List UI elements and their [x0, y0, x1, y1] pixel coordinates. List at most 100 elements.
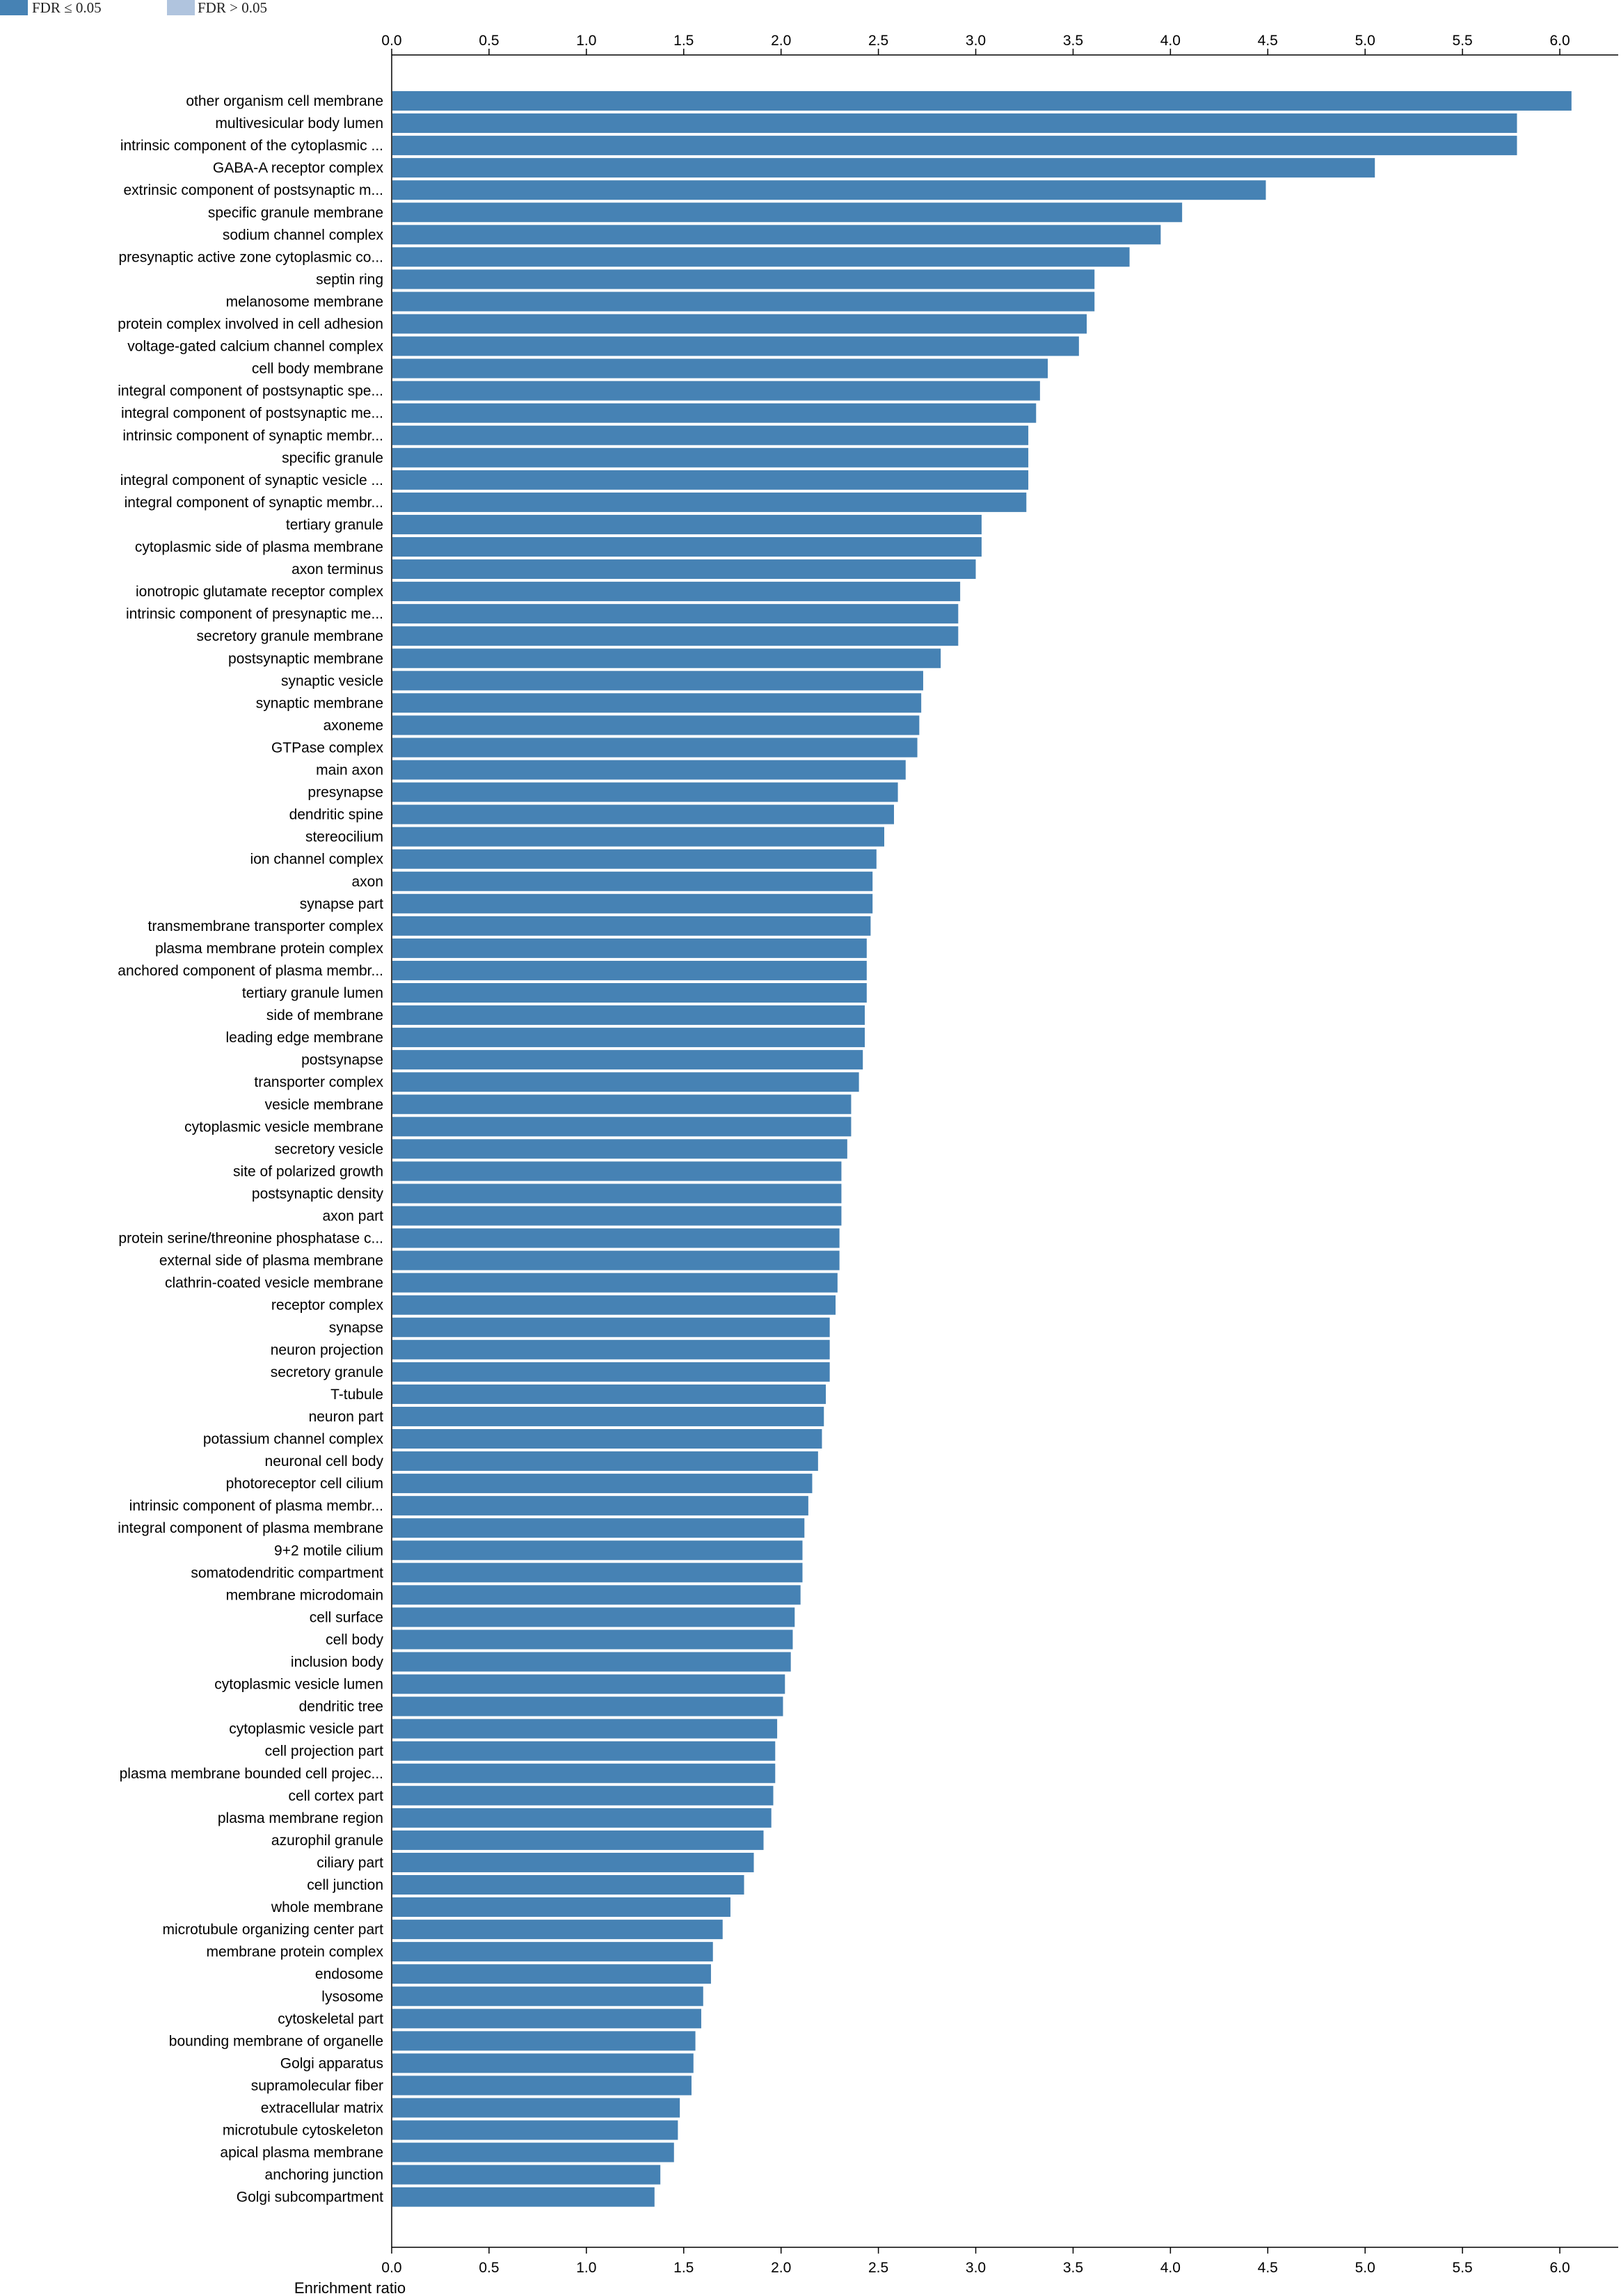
category-label-46: cytoplasmic vesicle membrane [184, 1119, 383, 1135]
category-label-93: anchoring junction [265, 2167, 383, 2183]
category-label-43: postsynapse [301, 1052, 383, 1068]
bar-2 [392, 136, 1517, 156]
category-labels: other organism cell membrane multivesicul… [118, 93, 383, 2206]
category-label-82: microtubule organizing center part [162, 1922, 383, 1938]
bar-1 [392, 113, 1517, 134]
bottom-tick-label-7: 3.5 [1063, 2260, 1083, 2276]
bar-23 [392, 604, 959, 624]
bar-5 [392, 202, 1183, 223]
category-label-45: vesicle membrane [265, 1097, 383, 1113]
category-label-12: cell body membrane [252, 361, 383, 377]
category-label-17: integral component of synaptic vesicle .… [120, 472, 383, 488]
category-label-92: apical plasma membrane [220, 2145, 383, 2161]
legend-swatch-1 [167, 0, 195, 15]
bar-69 [392, 1629, 793, 1650]
bar-79 [392, 1852, 754, 1872]
category-label-31: presynapse [308, 785, 383, 801]
category-label-40: tertiary granule lumen [242, 985, 383, 1001]
bar-29 [392, 738, 918, 758]
bar-31 [392, 782, 898, 802]
bar-73 [392, 1719, 778, 1739]
top-tick-label-11: 5.5 [1453, 33, 1473, 49]
bar-22 [392, 582, 961, 602]
bar-46 [392, 1117, 852, 1137]
category-label-80: cell junction [307, 1877, 383, 1893]
bar-24 [392, 626, 959, 646]
bar-38 [392, 938, 867, 958]
bar-10 [392, 314, 1087, 334]
category-label-6: sodium channel complex [223, 227, 384, 243]
bar-25 [392, 648, 941, 669]
category-label-21: axon terminus [292, 561, 383, 577]
category-label-86: cytoskeletal part [278, 2011, 383, 2027]
bar-55 [392, 1317, 830, 1337]
category-label-9: melanosome membrane [226, 294, 383, 310]
bar-78 [392, 1830, 764, 1850]
top-tick-label-1: 0.5 [479, 33, 499, 49]
category-label-1: multivesicular body lumen [215, 115, 383, 131]
category-label-41: side of membrane [266, 1007, 383, 1023]
category-label-69: cell body [326, 1632, 383, 1648]
bar-49 [392, 1183, 842, 1204]
top-tick-label-8: 4.0 [1160, 33, 1181, 49]
top-tick-label-7: 3.5 [1063, 33, 1083, 49]
bar-4 [392, 180, 1266, 200]
category-label-36: synapse part [300, 896, 383, 912]
top-tick-label-3: 1.5 [673, 33, 694, 49]
bar-82 [392, 1920, 723, 1940]
category-label-0: other organism cell membrane [186, 93, 383, 109]
bar-26 [392, 671, 923, 691]
bar-56 [392, 1339, 830, 1360]
category-label-52: external side of plasma membrane [159, 1253, 383, 1269]
bottom-tick-label-3: 1.5 [673, 2260, 694, 2276]
bottom-tick-label-4: 2.0 [771, 2260, 791, 2276]
bar-67 [392, 1585, 801, 1605]
bar-71 [392, 1674, 785, 1694]
bar-51 [392, 1228, 840, 1248]
bar-37 [392, 916, 871, 936]
bottom-tick-label-0: 0.0 [381, 2260, 401, 2276]
bottom-tick-label-10: 5.0 [1355, 2260, 1375, 2276]
bar-15 [392, 425, 1029, 445]
category-label-65: 9+2 motile cilium [274, 1542, 383, 1558]
bar-90 [392, 2098, 680, 2118]
bottom-tick-label-5: 2.5 [868, 2260, 888, 2276]
bar-70 [392, 1652, 791, 1672]
category-label-5: specific granule membrane [208, 205, 383, 221]
top-tick-label-9: 4.5 [1258, 33, 1278, 49]
category-label-35: axon [351, 874, 383, 890]
bar-64 [392, 1518, 805, 1538]
category-label-71: cytoplasmic vesicle lumen [214, 1677, 383, 1693]
bar-81 [392, 1897, 730, 1918]
top-tick-label-12: 6.0 [1549, 33, 1570, 49]
bar-40 [392, 983, 867, 1003]
top-tick-label-10: 5.0 [1355, 33, 1375, 49]
top-tick-label-4: 2.0 [771, 33, 791, 49]
bar-36 [392, 893, 873, 914]
category-label-62: photoreceptor cell cilium [226, 1476, 383, 1492]
bar-80 [392, 1875, 744, 1895]
bar-89 [392, 2075, 692, 2096]
category-label-4: extrinsic component of postsynaptic m... [124, 182, 384, 198]
bottom-tick-label-12: 6.0 [1549, 2260, 1570, 2276]
category-label-66: somatodendritic compartment [191, 1565, 383, 1581]
bar-52 [392, 1250, 840, 1270]
category-label-24: secretory granule membrane [197, 628, 383, 644]
category-label-29: GTPase complex [271, 740, 384, 756]
bottom-tick-label-6: 3.0 [966, 2260, 986, 2276]
category-label-50: axon part [322, 1209, 383, 1225]
bar-61 [392, 1451, 818, 1472]
category-label-19: tertiary granule [286, 517, 383, 533]
category-label-88: Golgi apparatus [280, 2055, 383, 2071]
category-label-87: bounding membrane of organelle [169, 2033, 383, 2049]
bar-39 [392, 960, 867, 980]
bar-12 [392, 358, 1048, 378]
bottom-tick-label-8: 4.0 [1160, 2260, 1181, 2276]
category-label-67: membrane microdomain [226, 1587, 383, 1603]
category-label-33: stereocilium [305, 829, 383, 845]
bar-74 [392, 1741, 776, 1761]
bar-18 [392, 492, 1027, 512]
bar-94 [392, 2187, 655, 2207]
legend-label-0: FDR ≤ 0.05 [32, 0, 102, 16]
